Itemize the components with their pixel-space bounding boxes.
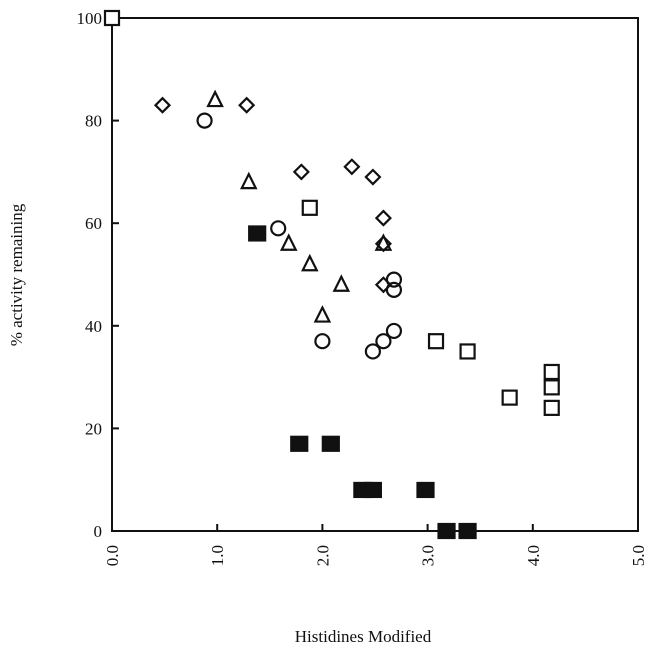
diamond-point [364,168,382,186]
diamond-point [238,96,256,114]
x-tick-label: 4.0 [524,545,543,566]
filled-square-point [458,522,477,540]
y-tick-label: 0 [94,522,103,541]
y-axis-title: % activity remaining [7,203,26,346]
triangle-point [279,233,298,251]
open-square-point [543,363,560,381]
diamond-point [374,209,392,227]
filled-square-point [290,435,309,452]
open-square-point [501,389,518,406]
triangle-point [300,253,319,272]
y-tick-label: 60 [85,214,102,233]
x-tick-label: 3.0 [419,545,438,566]
filled-square-point [416,481,435,499]
circle-point [270,220,287,237]
circle-point [385,281,403,298]
filled-square-point [248,225,267,242]
circle-point [385,322,403,340]
circle-point [314,333,331,350]
y-tick-label: 20 [85,419,102,438]
open-square-point [543,379,560,396]
open-square-point [427,333,445,350]
x-tick-label: 5.0 [629,545,648,566]
open-square-point [301,199,318,216]
y-axis: 0 20 40 60 80 100 [77,9,119,541]
triangle-point [374,233,393,251]
y-tick-label: 100 [77,9,103,28]
filled-square-point [363,481,382,499]
triangle-point [239,171,258,190]
filled-square-point [437,522,456,540]
x-axis: 0.0 1.0 2.0 3.0 4.0 5.0 [103,524,648,566]
y-tick-label: 80 [85,112,102,131]
y-tick-label: 40 [85,317,102,336]
diamond-point [292,163,310,181]
triangle-point [332,274,351,292]
data-points [103,9,560,540]
open-square-point [459,343,476,360]
triangle-point [313,305,332,323]
circle-point [375,333,392,350]
plot-border [111,17,639,532]
x-tick-label: 0.0 [103,545,122,566]
filled-square-point [321,435,340,452]
circle-point [364,343,381,360]
diamond-point [153,96,172,114]
x-tick-label: 2.0 [313,545,332,566]
x-tick-label: 1.0 [208,545,227,566]
circle-point [385,271,403,288]
triangle-point [206,89,224,108]
x-axis-title: Histidines Modified [295,627,432,646]
circle-point [196,112,213,129]
plot-frame [111,17,639,532]
open-square-point [103,9,121,27]
diamond-point [343,158,361,176]
open-square-point [543,399,560,416]
